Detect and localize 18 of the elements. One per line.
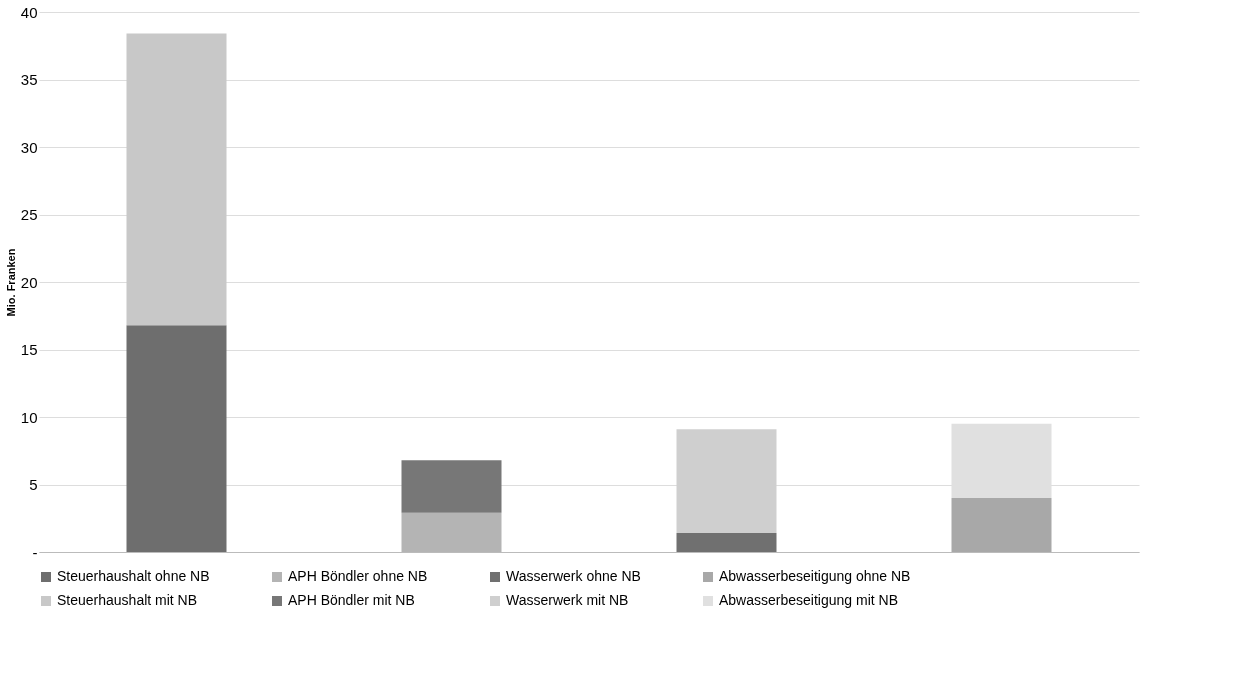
y-tick-label: 30 (20, 138, 38, 156)
legend-label: APH Böndler ohne NB (288, 568, 428, 584)
legend-label: Wasserwerk mit NB (506, 592, 629, 608)
legend-label: Abwasserbeseitigung mit NB (719, 592, 898, 608)
legend-label: Abwasserbeseitigung ohne NB (719, 568, 911, 584)
y-tick-label: 40 (20, 3, 38, 21)
legend-label: Wasserwerk ohne NB (506, 568, 641, 584)
y-tick-label: 35 (20, 71, 38, 88)
y-tick-label: 20 (20, 273, 38, 291)
y-tick-label: - (32, 543, 38, 561)
y-tick-label: 5 (29, 476, 38, 493)
y-axis-title: Mio. Franken (4, 248, 17, 317)
legend-label: APH Böndler mit NB (288, 592, 415, 608)
y-tick-label: 15 (20, 341, 38, 358)
legend-label: Steuerhaushalt ohne NB (57, 568, 210, 584)
legend-label: Steuerhaushalt mit NB (57, 592, 198, 608)
y-tick-label: 25 (20, 206, 38, 223)
y-tick-label: 10 (20, 408, 38, 426)
